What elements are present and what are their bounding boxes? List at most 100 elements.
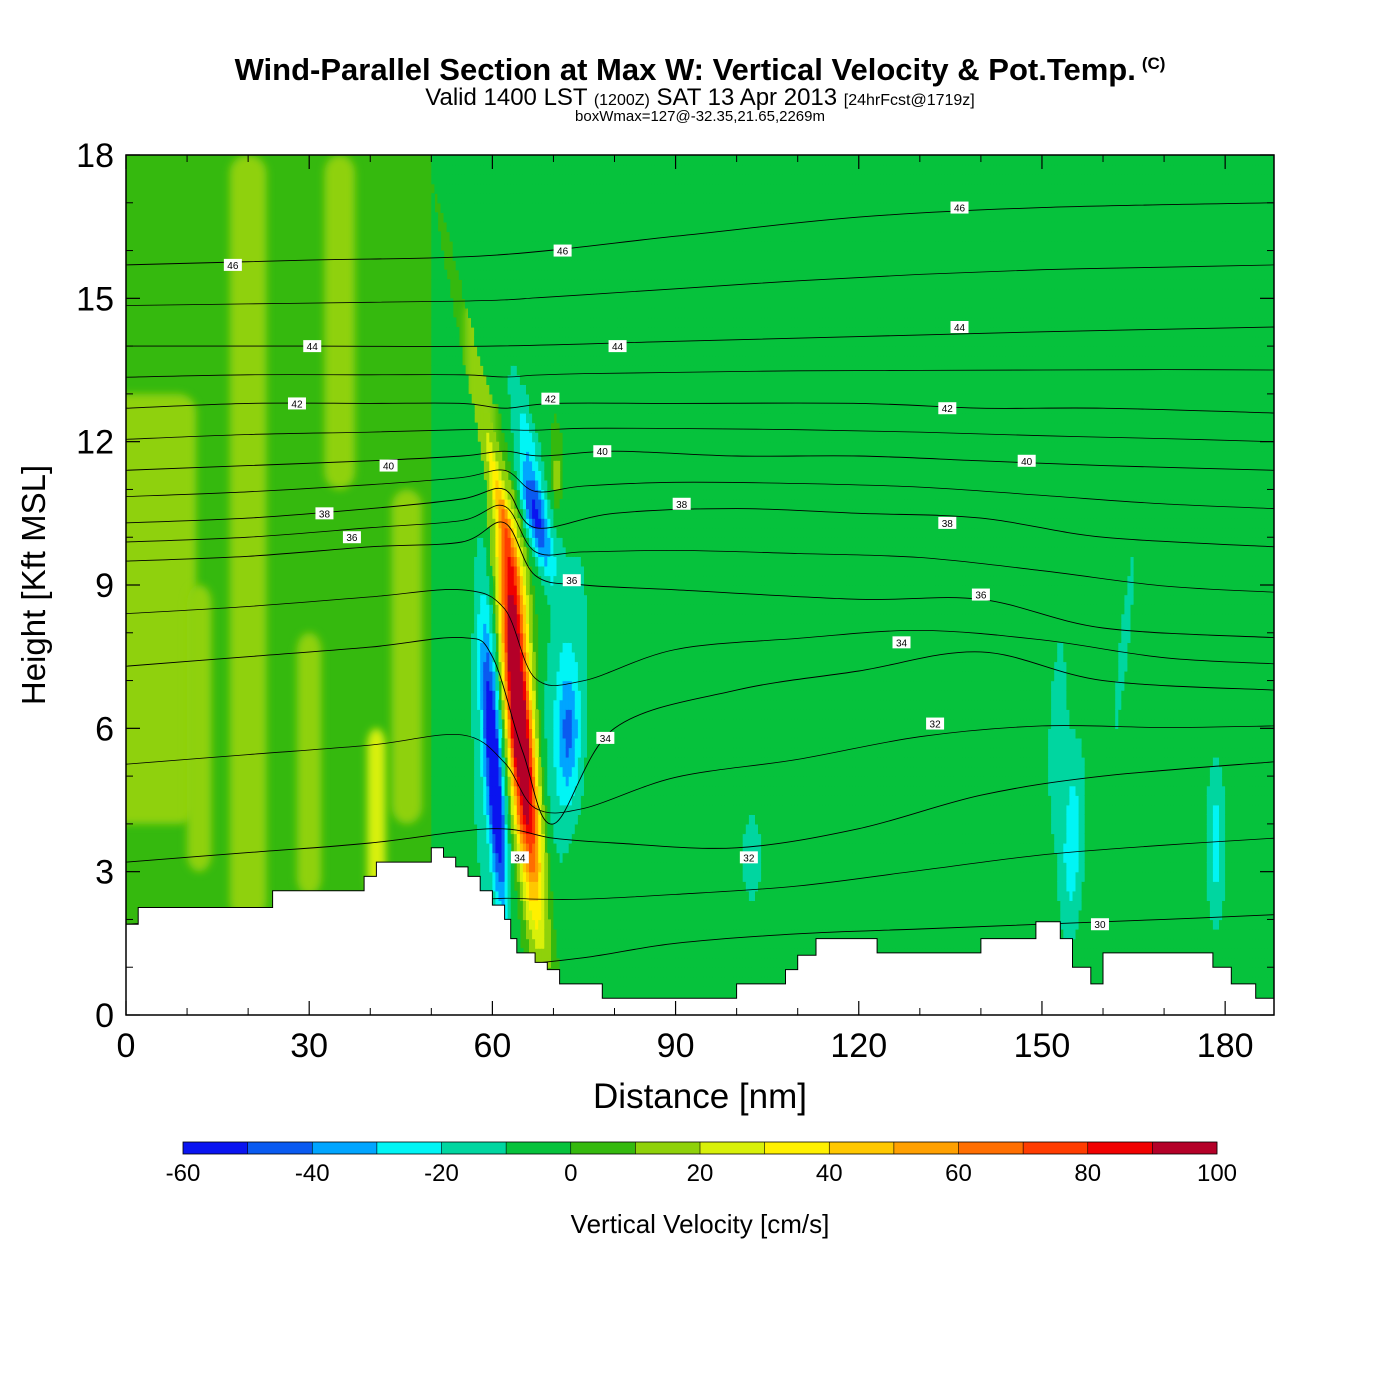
velocity-cell [587, 155, 591, 166]
velocity-cell [510, 432, 515, 443]
velocity-cell [574, 241, 579, 252]
velocity-cell [529, 307, 533, 319]
velocity-cell [437, 231, 442, 242]
velocity-cell [568, 231, 573, 242]
velocity-cell [562, 193, 567, 204]
velocity-cell [458, 432, 463, 443]
velocity-cell [431, 527, 435, 538]
velocity-cell [584, 413, 588, 424]
velocity-cell [565, 862, 570, 873]
velocity-cell [568, 938, 573, 949]
velocity-cell [449, 413, 454, 424]
velocity-cell [443, 451, 448, 462]
velocity-cell [501, 374, 506, 385]
velocity-cell [535, 862, 539, 873]
velocity-cell [568, 221, 573, 233]
velocity-cell [547, 365, 551, 376]
velocity-cell [434, 317, 439, 328]
velocity-cell [510, 269, 515, 280]
velocity-cell [480, 413, 484, 424]
velocity-cell [553, 546, 558, 557]
velocity-cell [489, 642, 493, 653]
velocity-cell [431, 355, 435, 366]
velocity-cell [553, 288, 558, 299]
velocity-cell [574, 852, 579, 863]
velocity-cell [568, 260, 573, 271]
velocity-cell [507, 814, 512, 825]
velocity-cell [464, 594, 469, 605]
velocity-cell [492, 269, 497, 280]
velocity-cell [468, 565, 472, 577]
velocity-cell [535, 546, 539, 557]
velocity-cell [522, 365, 527, 376]
velocity-cell [492, 632, 497, 643]
velocity-cell [562, 212, 567, 223]
velocity-cell [471, 155, 475, 166]
velocity-cell [541, 365, 545, 376]
velocity-cell [556, 909, 561, 921]
velocity-cell [556, 843, 561, 854]
velocity-cell [559, 604, 564, 615]
velocity-cell [584, 403, 588, 414]
velocity-cell [580, 718, 585, 729]
velocity-cell [437, 365, 442, 376]
velocity-cell [522, 155, 527, 166]
velocity-cell [440, 680, 445, 691]
velocity-cell [565, 374, 570, 385]
velocity-cell [513, 671, 518, 682]
velocity-cell [492, 432, 497, 443]
velocity-cell [464, 823, 469, 835]
velocity-cell [556, 890, 561, 901]
velocity-cell [553, 843, 558, 854]
velocity-cell [446, 155, 451, 156]
velocity-cell [538, 642, 542, 653]
velocity-cell [474, 613, 478, 624]
velocity-cell [538, 632, 542, 643]
velocity-cell [504, 508, 509, 519]
velocity-cell [538, 508, 542, 519]
velocity-cell [577, 384, 582, 395]
velocity-cell [550, 709, 555, 720]
velocity-cell [559, 556, 564, 567]
velocity-cell [590, 757, 594, 768]
velocity-cell [519, 460, 524, 471]
velocity-cell [526, 336, 530, 347]
velocity-cell [489, 279, 493, 290]
velocity-cell [455, 699, 460, 710]
velocity-cell [538, 327, 542, 338]
velocity-cell [587, 795, 591, 806]
velocity-cell [553, 585, 558, 596]
velocity-cell [431, 757, 435, 768]
velocity-cell [574, 508, 579, 519]
velocity-cell [547, 317, 551, 328]
velocity-cell [565, 422, 570, 433]
velocity-cell [437, 575, 442, 586]
velocity-cell [577, 718, 582, 729]
velocity-cell [501, 737, 506, 749]
velocity-cell [486, 460, 490, 471]
velocity-cell [504, 365, 509, 376]
velocity-cell [480, 327, 484, 338]
velocity-cell [516, 795, 521, 806]
velocity-cell [501, 221, 506, 233]
velocity-cell [513, 766, 518, 777]
velocity-cell [510, 699, 515, 710]
velocity-cell [577, 967, 582, 978]
velocity-cell [434, 164, 439, 175]
velocity-cell [574, 929, 579, 940]
velocity-cell [486, 260, 490, 271]
velocity-cell [550, 374, 555, 385]
velocity-cell [574, 537, 579, 548]
velocity-cell [455, 852, 460, 863]
velocity-cell [468, 718, 472, 729]
velocity-cell [474, 862, 478, 873]
velocity-cell [529, 155, 533, 156]
velocity-cell [526, 651, 530, 663]
velocity-cell [443, 279, 448, 290]
velocity-cell [580, 479, 585, 491]
velocity-cell [516, 231, 521, 242]
velocity-cell [446, 183, 451, 194]
velocity-cell [556, 737, 561, 749]
velocity-cell [574, 881, 579, 892]
velocity-cell [541, 909, 545, 921]
